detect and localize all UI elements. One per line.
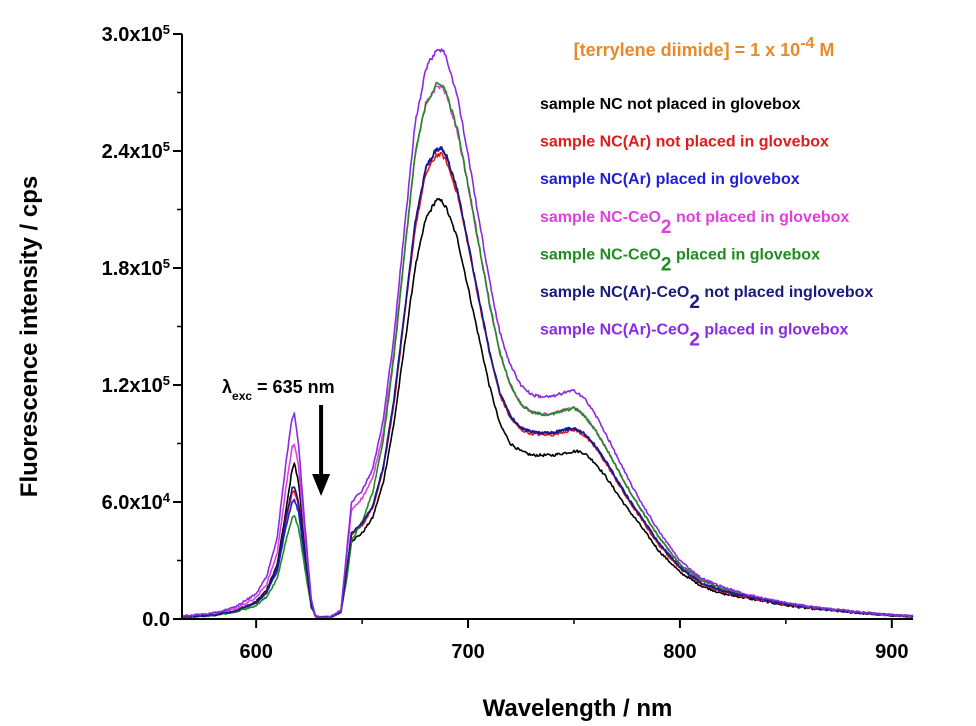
y-tick-label: 3.0x105 (102, 22, 170, 47)
y-tick-label: 1.8x105 (102, 256, 170, 281)
legend-entry-2: sample NC(Ar) not placed in glovebox (540, 134, 829, 151)
concentration-label: [terrylene diimide] = 1 x 10-4 M (574, 35, 835, 61)
legend-entry-1: sample NC not placed in glovebox (540, 96, 801, 113)
labels-layer: Wavelength / nm Fluorescence intensity / … (16, 176, 672, 722)
legend-entry-5: sample NC-CeO2 placed in glovebox (540, 246, 820, 275)
y-tick-label: 6.0x104 (102, 490, 171, 515)
excitation-arrow-head (312, 474, 331, 496)
legend-entry-3: sample NC(Ar) placed in glovebox (540, 171, 800, 188)
series-layer (181, 48, 914, 620)
y-axis-title: Fluorescence intensity / cps (16, 176, 43, 497)
legend-entry-7: sample NC(Ar)-CeO2 placed in glovebox (540, 322, 849, 351)
y-tick-label: 0.0 (142, 609, 170, 631)
x-tick-label: 700 (451, 641, 484, 663)
legend-entry-4: sample NC-CeO2 not placed in glovebox (540, 209, 849, 238)
legend-entry-6: sample NC(Ar)-CeO2 not placed inglovebox (540, 284, 873, 313)
x-tick-label: 900 (875, 641, 908, 663)
excitation-label: λexc = 635 nm (222, 377, 335, 403)
ticks-layer: 600 700 800 900 0.0 6.0x104 1.2x105 1.8x105 2.4x… (102, 22, 909, 664)
annotation-layer: λexc = 635 nm (222, 377, 335, 496)
x-tick-label: 600 (239, 641, 272, 663)
x-tick-label: 800 (663, 641, 696, 663)
y-tick-label: 2.4x105 (102, 139, 170, 164)
series-line-7 (181, 48, 914, 620)
legend: [terrylene diimide] = 1 x 10-4 M sample N… (540, 35, 873, 351)
y-tick-label: 1.2x105 (102, 373, 170, 398)
series-line-6 (181, 146, 914, 619)
x-axis-title: Wavelength / nm (483, 695, 673, 722)
